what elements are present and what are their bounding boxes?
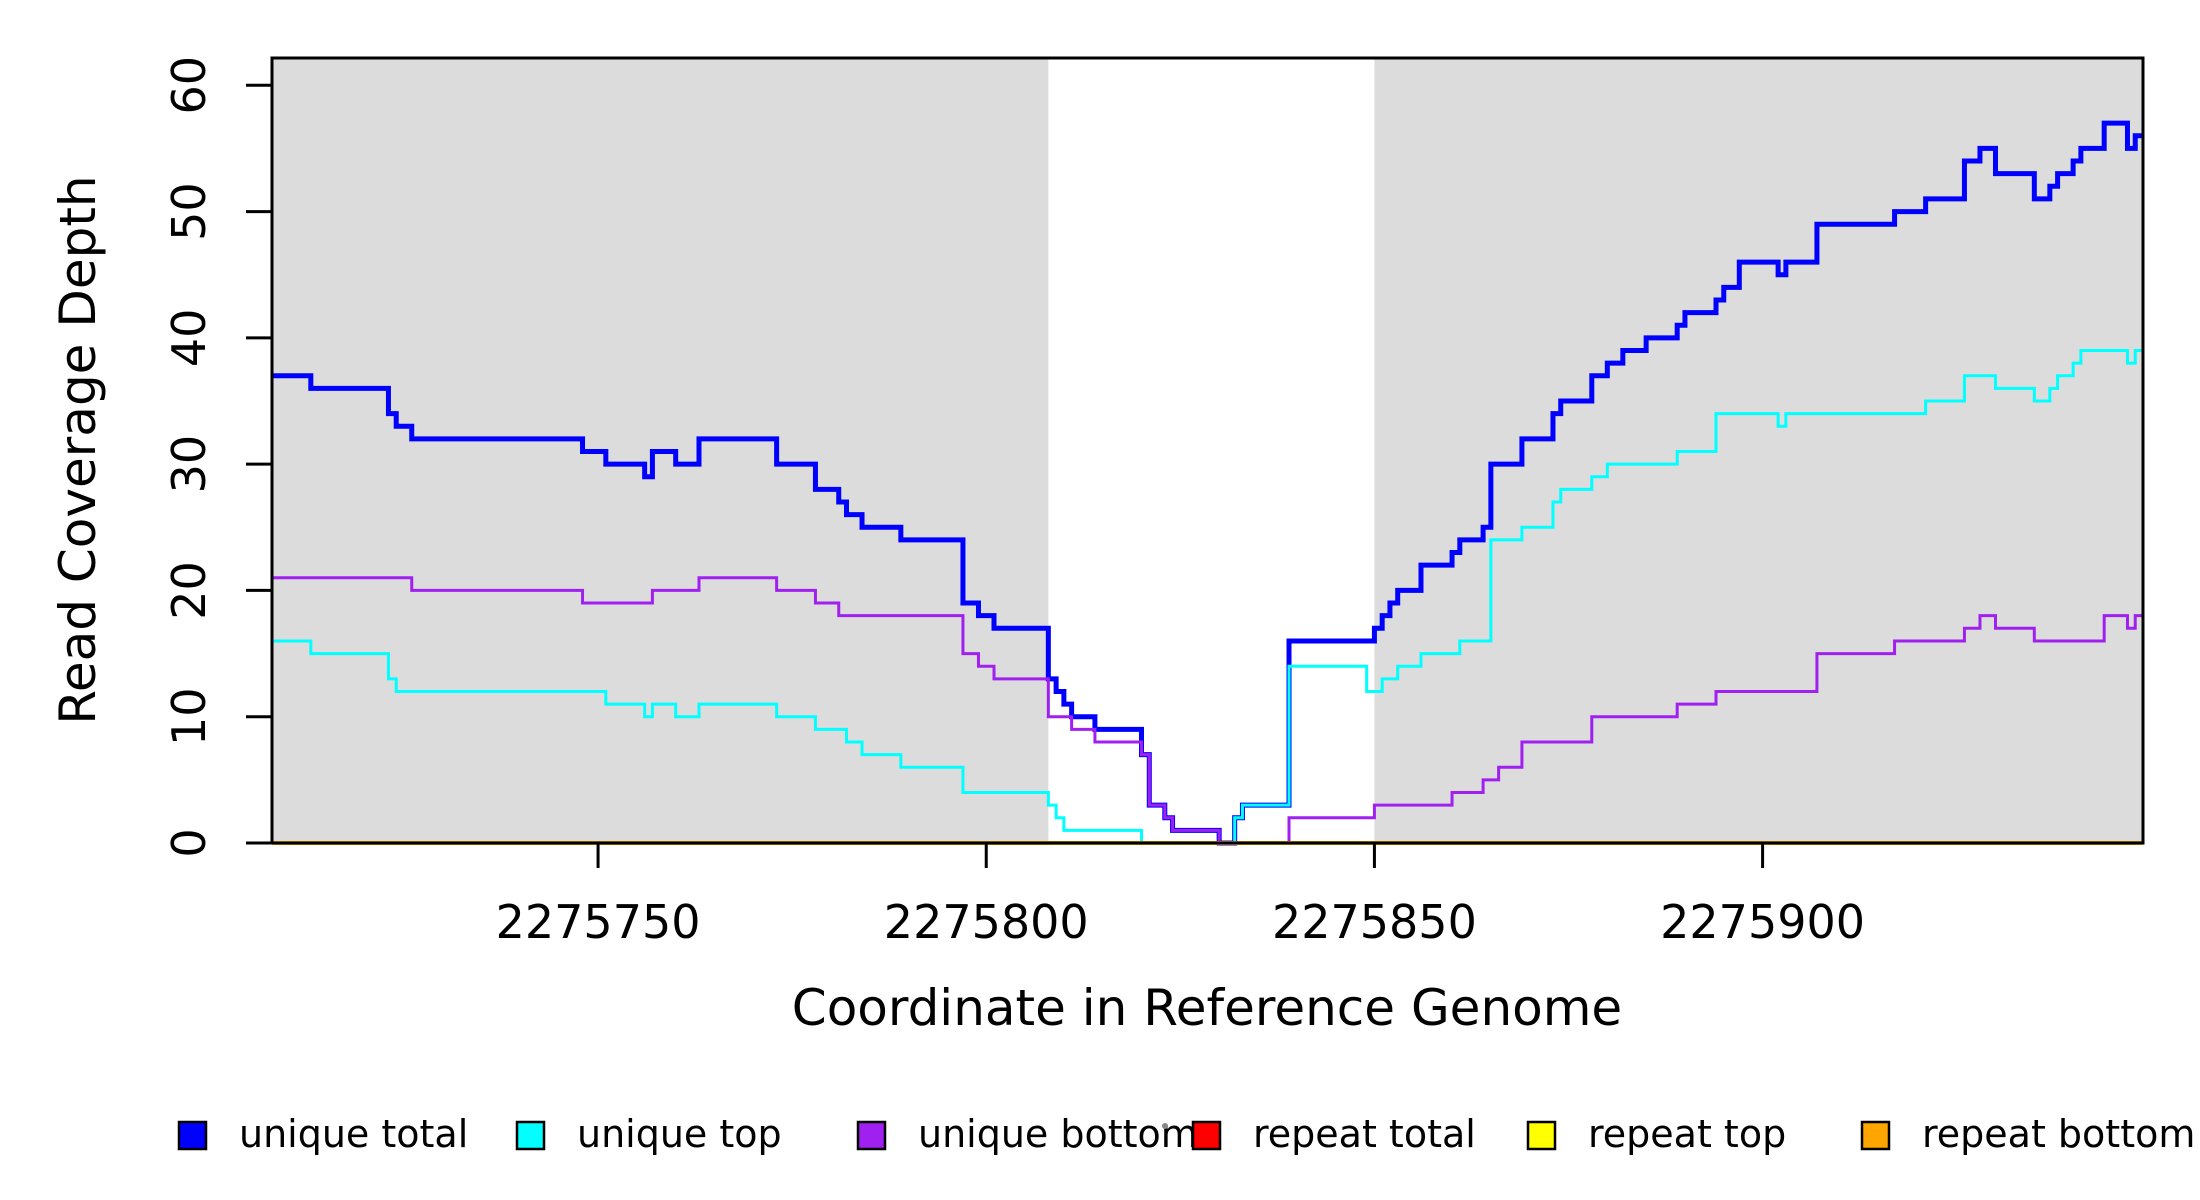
legend-label: unique bottom bbox=[918, 1112, 1198, 1156]
x-tick-label: 2275750 bbox=[496, 895, 701, 949]
legend-item-repeat-top: repeat top bbox=[1526, 1112, 1786, 1156]
legend-swatch bbox=[1526, 1120, 1557, 1151]
plot-border bbox=[270, 56, 2145, 845]
legend-label: unique top bbox=[577, 1112, 782, 1156]
legend-swatch bbox=[856, 1120, 887, 1151]
y-tick-label: 10 bbox=[162, 687, 216, 746]
legend-swatch bbox=[515, 1120, 546, 1151]
x-axis-ticks: 2275750 2275800 2275850 2275900 bbox=[496, 843, 1865, 949]
series-line-unique-top bbox=[272, 348, 2143, 845]
y-axis-ticks: 0 10 20 30 40 50 60 bbox=[162, 56, 272, 858]
y-tick-label: 40 bbox=[162, 309, 216, 368]
legend-item-repeat-total: repeat total bbox=[1191, 1112, 1476, 1156]
legend-item-unique-top: unique top bbox=[515, 1112, 782, 1156]
legend-swatch bbox=[1860, 1120, 1891, 1151]
y-axis-title: Read Coverage Depth bbox=[49, 175, 107, 724]
legend-item-unique-bottom: unique bottom bbox=[856, 1112, 1198, 1156]
legend-label: repeat bottom bbox=[1922, 1112, 2195, 1156]
series-line-unique-total bbox=[272, 120, 2143, 846]
shaded-region bbox=[1374, 58, 2143, 843]
legend-label: repeat top bbox=[1588, 1112, 1786, 1156]
legend-item-repeat-bottom: repeat bottom bbox=[1860, 1112, 2195, 1156]
legend-label: unique total bbox=[239, 1112, 468, 1156]
legend-swatch bbox=[177, 1120, 208, 1151]
x-tick-label: 2275800 bbox=[884, 895, 1089, 949]
x-tick-label: 2275850 bbox=[1272, 895, 1477, 949]
stray-mark-dot bbox=[1162, 1123, 1168, 1129]
legend-label: repeat total bbox=[1253, 1112, 1476, 1156]
x-tick-label: 2275900 bbox=[1660, 895, 1865, 949]
y-tick-label: 30 bbox=[162, 435, 216, 494]
y-tick-label: 20 bbox=[162, 561, 216, 620]
legend-item-unique-total: unique total bbox=[177, 1112, 468, 1156]
y-tick-label: 50 bbox=[162, 182, 216, 241]
x-axis-title: Coordinate in Reference Genome bbox=[792, 979, 1622, 1037]
shaded-regions bbox=[272, 58, 2143, 843]
legend-swatch bbox=[1191, 1120, 1222, 1151]
y-tick-label: 0 bbox=[162, 828, 216, 857]
y-tick-label: 60 bbox=[162, 56, 216, 115]
legend: unique total unique top unique bottom repea… bbox=[177, 1112, 2195, 1156]
